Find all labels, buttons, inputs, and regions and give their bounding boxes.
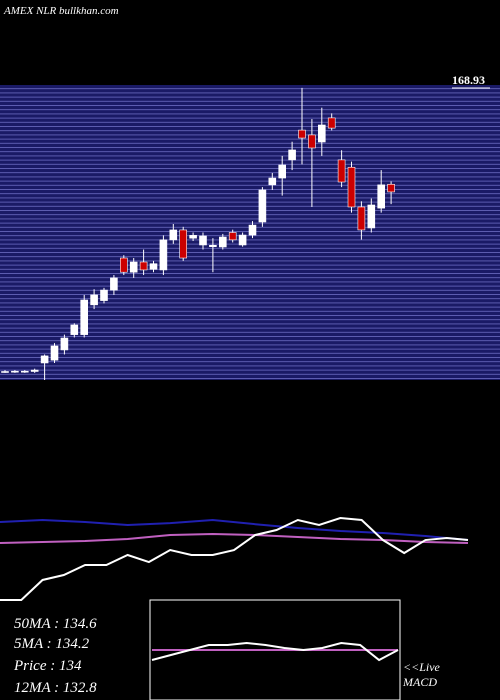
candle-body [248,224,257,236]
candle-body [20,370,29,373]
candle-body [199,235,207,246]
candle-body [70,324,79,335]
candle-body [258,189,267,223]
candle-body [80,299,88,335]
candle-body [159,239,168,271]
candle-body [139,261,148,271]
candle-body [347,166,356,208]
candle-body [1,371,9,373]
candle-body [219,236,227,248]
macd-box [149,599,401,700]
candle-body [179,229,187,259]
candle-body [169,229,178,241]
candle-body [278,164,287,179]
candle-body [30,369,39,372]
candle-body [100,289,108,301]
stat: 12MA : 132.8 [14,680,97,696]
candle-body [149,263,158,270]
candle-body [308,134,316,149]
indicator-line [0,517,469,601]
candle-body [228,232,237,241]
candle-body [120,257,128,273]
candle-body [11,370,19,373]
candle-body [337,159,346,183]
candle-body [357,206,366,231]
macd-label: <<Live [403,660,441,674]
candle-body [367,204,376,229]
candle-body [327,117,336,129]
candle-body [40,355,49,364]
candle-body [317,124,326,143]
indicator-line [0,532,469,545]
stat: 5MA : 134.2 [14,636,90,652]
candle-body [238,234,247,246]
indicator-line [151,641,399,662]
macd-label: MACD [402,675,437,689]
header: AMEX NLR bullkhan.com [3,5,119,17]
indicator-line [0,519,469,542]
y-tick-label: 168.93 [452,73,485,87]
candle-body [129,261,138,273]
stat: Price : 134 [13,658,82,674]
candle-body [268,177,277,186]
candle-body [209,244,217,247]
candle-body [298,129,306,139]
candle-body [60,337,69,351]
candle-body [110,277,118,291]
candle-body [189,235,197,239]
candle-body [288,149,296,161]
candle-body [90,294,98,306]
candle-body [377,184,386,209]
candle-body [387,183,395,193]
candle-body [50,345,59,361]
stat: 50MA : 134.6 [14,616,97,632]
